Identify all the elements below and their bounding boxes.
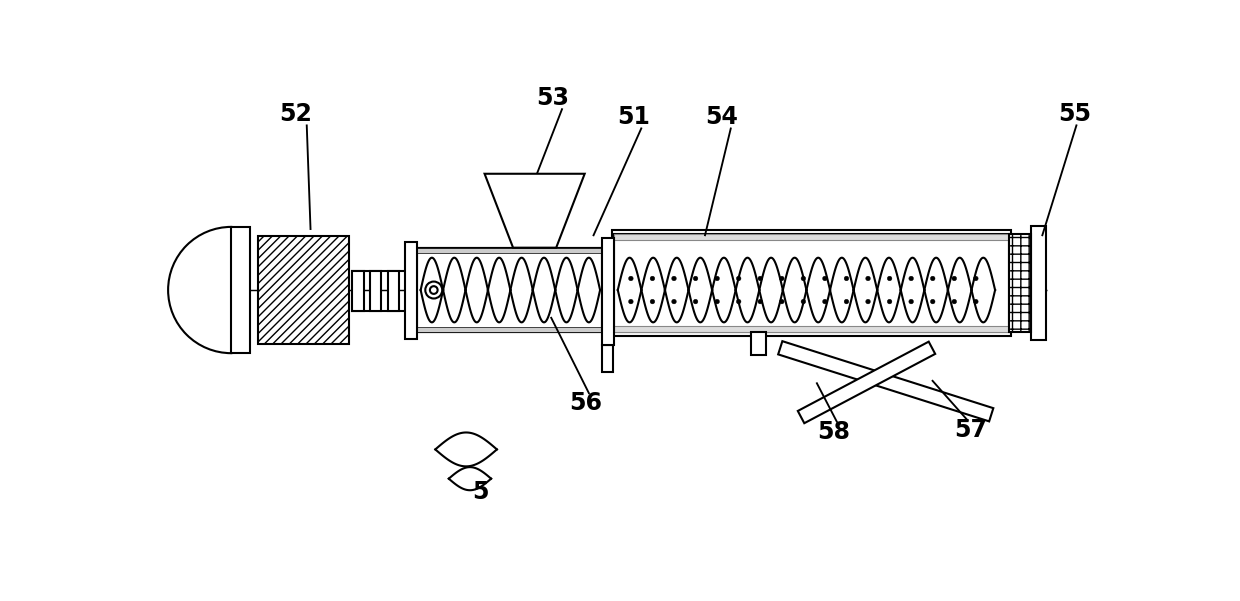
Circle shape — [425, 281, 443, 299]
Circle shape — [714, 299, 719, 304]
Text: 56: 56 — [569, 391, 601, 415]
Circle shape — [866, 299, 870, 304]
Circle shape — [822, 276, 827, 281]
Bar — [751, 332, 766, 355]
Bar — [258, 236, 350, 344]
Bar — [417, 327, 601, 332]
Circle shape — [430, 286, 438, 294]
Circle shape — [888, 276, 892, 281]
Circle shape — [888, 299, 892, 304]
Text: 54: 54 — [706, 105, 738, 129]
Circle shape — [801, 276, 806, 281]
Circle shape — [737, 299, 742, 304]
Circle shape — [629, 299, 634, 304]
Circle shape — [973, 276, 978, 281]
Circle shape — [801, 299, 806, 304]
Text: 52: 52 — [279, 102, 311, 126]
Circle shape — [693, 276, 698, 281]
Circle shape — [758, 299, 763, 304]
Text: 5: 5 — [471, 480, 489, 504]
Text: 58: 58 — [817, 421, 851, 445]
Circle shape — [844, 276, 849, 281]
Bar — [601, 237, 614, 346]
Bar — [352, 271, 363, 311]
Circle shape — [822, 299, 827, 304]
Bar — [388, 271, 399, 311]
Polygon shape — [779, 341, 993, 421]
Circle shape — [714, 276, 719, 281]
Bar — [417, 248, 601, 332]
Circle shape — [909, 299, 914, 304]
Circle shape — [952, 299, 956, 304]
Circle shape — [909, 276, 914, 281]
Bar — [231, 227, 249, 353]
Text: 55: 55 — [1058, 102, 1091, 126]
Bar — [404, 242, 417, 340]
Circle shape — [973, 299, 978, 304]
Circle shape — [758, 276, 763, 281]
Circle shape — [930, 276, 935, 281]
Circle shape — [693, 299, 698, 304]
Bar — [614, 234, 1009, 332]
Wedge shape — [169, 227, 231, 353]
Circle shape — [844, 299, 849, 304]
Bar — [1009, 234, 1030, 332]
Circle shape — [650, 276, 655, 281]
Circle shape — [780, 276, 784, 281]
Circle shape — [672, 276, 676, 281]
Circle shape — [650, 299, 655, 304]
Text: 57: 57 — [954, 418, 987, 442]
Circle shape — [672, 299, 676, 304]
Bar — [614, 326, 1009, 332]
Text: 51: 51 — [618, 105, 651, 129]
Circle shape — [629, 276, 634, 281]
Circle shape — [866, 276, 870, 281]
Bar — [370, 271, 382, 311]
Circle shape — [930, 299, 935, 304]
Polygon shape — [797, 341, 935, 423]
Text: 53: 53 — [536, 85, 569, 109]
Circle shape — [952, 276, 956, 281]
Bar — [417, 248, 601, 253]
Circle shape — [780, 299, 784, 304]
Bar — [1030, 226, 1045, 340]
Bar — [611, 230, 1012, 336]
Polygon shape — [485, 174, 585, 248]
Circle shape — [737, 276, 742, 281]
Bar — [603, 346, 613, 373]
Bar — [614, 234, 1009, 240]
